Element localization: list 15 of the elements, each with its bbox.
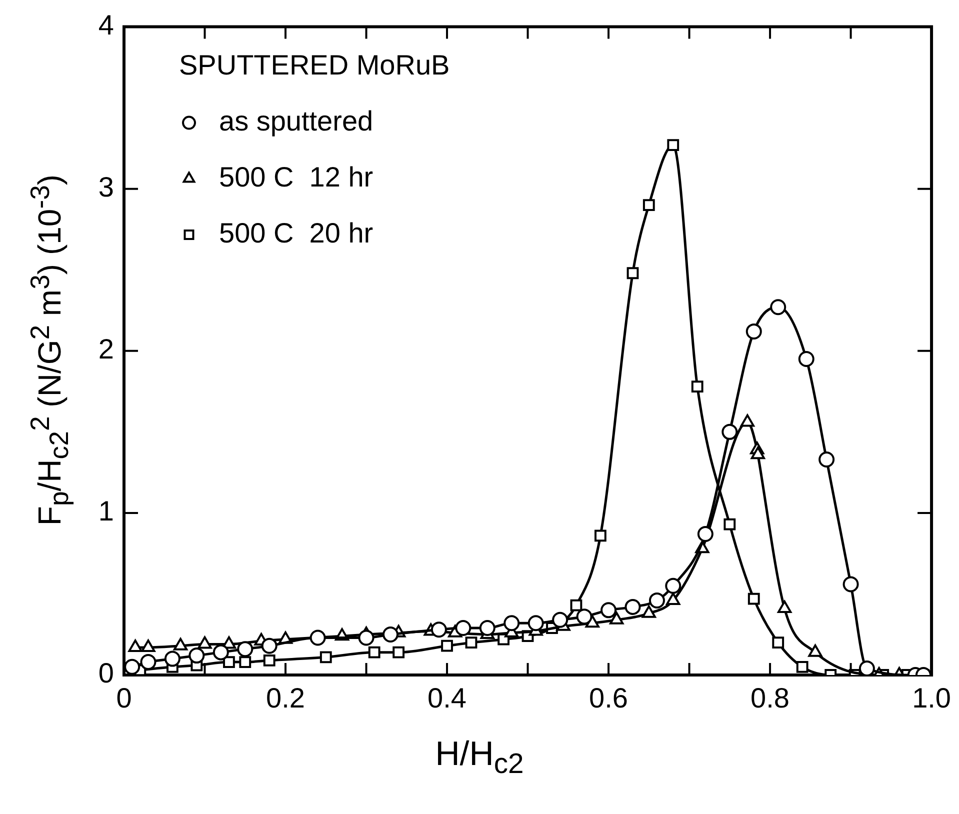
legend-label: as sputtered <box>219 106 374 137</box>
y-tick-label: 2 <box>98 334 114 365</box>
y-tick-label: 4 <box>98 10 114 41</box>
x-tick-label: 0.8 <box>750 682 790 714</box>
y-tick-label: 1 <box>98 496 114 527</box>
legend-label: 500 C 12 hr <box>219 162 374 193</box>
y-tick-label: 3 <box>98 172 114 203</box>
x-tick-label: 0.2 <box>266 682 305 714</box>
legend-label: 500 C 20 hr <box>219 218 374 249</box>
x-axis-title: H/H$_{c2}$ <box>434 735 525 781</box>
x-tick-label: 1.0 <box>912 682 952 714</box>
x-tick-label: 0.6 <box>589 682 628 714</box>
x-tick-label: 0.4 <box>428 682 466 714</box>
y-tick-label: 0 <box>98 658 114 689</box>
legend-title: SPUTTERED MoRuB <box>179 50 450 81</box>
